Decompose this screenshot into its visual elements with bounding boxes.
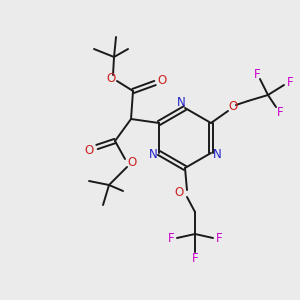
- Text: O: O: [106, 73, 116, 85]
- Text: N: N: [177, 97, 185, 110]
- Text: N: N: [213, 148, 221, 161]
- Text: F: F: [254, 68, 260, 80]
- Text: O: O: [174, 185, 184, 199]
- Text: O: O: [84, 143, 94, 157]
- Text: F: F: [168, 232, 174, 244]
- Text: F: F: [277, 106, 283, 119]
- Text: F: F: [192, 251, 198, 265]
- Text: O: O: [228, 100, 238, 113]
- Text: F: F: [216, 232, 222, 244]
- Text: O: O: [158, 74, 166, 88]
- Text: O: O: [128, 155, 136, 169]
- Text: F: F: [287, 76, 293, 88]
- Text: N: N: [148, 148, 158, 161]
